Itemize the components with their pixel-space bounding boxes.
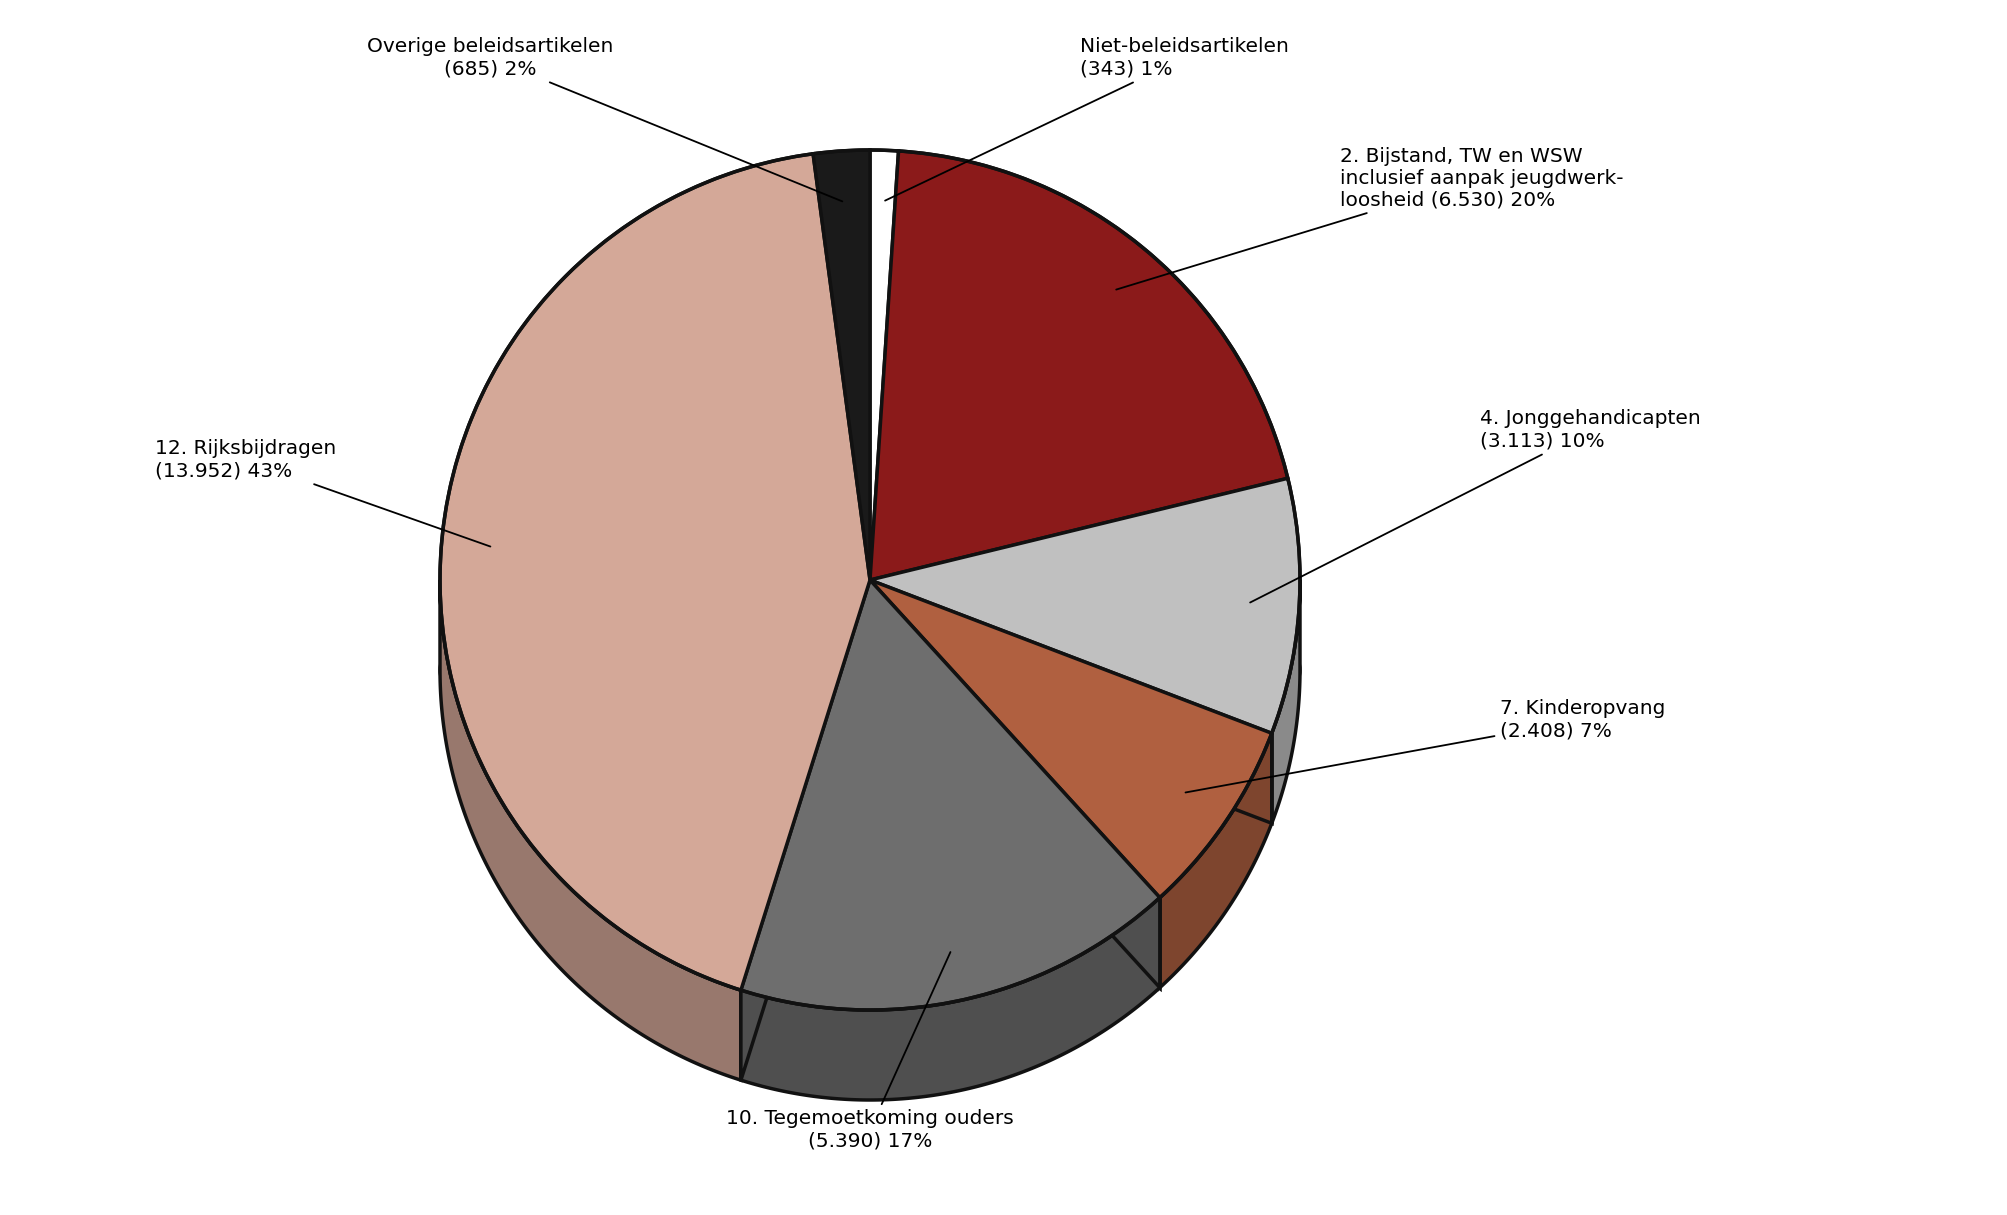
Text: 2. Bijstand, TW en WSW
inclusief aanpak jeugdwerk-
loosheid (6.530) 20%: 2. Bijstand, TW en WSW inclusief aanpak … xyxy=(1116,147,1624,289)
Polygon shape xyxy=(869,580,1270,824)
Polygon shape xyxy=(813,149,869,580)
Polygon shape xyxy=(741,580,1160,1010)
Polygon shape xyxy=(440,154,869,990)
Text: 12. Rijksbijdragen
(13.952) 43%: 12. Rijksbijdragen (13.952) 43% xyxy=(155,440,490,547)
Polygon shape xyxy=(869,580,1270,824)
Text: 10. Tegemoetkoming ouders
(5.390) 17%: 10. Tegemoetkoming ouders (5.390) 17% xyxy=(727,953,1014,1151)
Polygon shape xyxy=(1270,580,1299,824)
Text: 4. Jonggehandicapten
(3.113) 10%: 4. Jonggehandicapten (3.113) 10% xyxy=(1250,409,1700,603)
Polygon shape xyxy=(869,580,1160,988)
Polygon shape xyxy=(741,580,869,1080)
Polygon shape xyxy=(869,149,897,580)
Polygon shape xyxy=(440,580,741,1080)
Polygon shape xyxy=(741,580,869,1080)
Ellipse shape xyxy=(440,563,1299,778)
Text: 7. Kinderopvang
(2.408) 7%: 7. Kinderopvang (2.408) 7% xyxy=(1184,700,1664,792)
Polygon shape xyxy=(741,898,1160,1100)
Text: Overige beleidsartikelen
(685) 2%: Overige beleidsartikelen (685) 2% xyxy=(367,38,841,202)
Polygon shape xyxy=(869,479,1299,734)
Polygon shape xyxy=(869,580,1160,988)
Polygon shape xyxy=(869,580,1270,898)
Polygon shape xyxy=(1160,734,1270,988)
Polygon shape xyxy=(869,151,1286,580)
Text: Niet-beleidsartikelen
(343) 1%: Niet-beleidsartikelen (343) 1% xyxy=(885,38,1288,200)
